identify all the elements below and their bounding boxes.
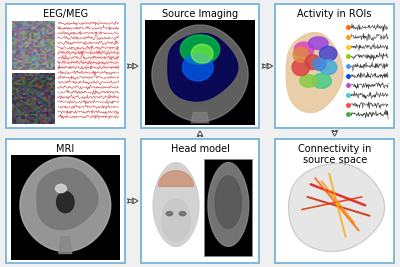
Polygon shape [294,42,314,57]
Polygon shape [152,25,248,121]
Polygon shape [57,192,74,213]
Polygon shape [305,55,320,69]
Polygon shape [313,58,326,70]
FancyBboxPatch shape [141,139,259,263]
Polygon shape [158,171,194,186]
Polygon shape [168,34,238,101]
Polygon shape [292,59,310,76]
Text: Head model: Head model [170,144,230,154]
FancyBboxPatch shape [275,139,394,263]
Polygon shape [300,75,317,87]
Bar [204,159,252,256]
Polygon shape [286,33,343,112]
Text: Source Imaging: Source Imaging [162,9,238,19]
Polygon shape [293,48,308,62]
Polygon shape [288,163,384,252]
Polygon shape [191,44,213,63]
Polygon shape [20,157,111,252]
FancyBboxPatch shape [6,139,125,263]
Text: Connectivity in
source space: Connectivity in source space [298,144,371,165]
Polygon shape [182,54,213,81]
Polygon shape [308,37,328,49]
Polygon shape [191,112,209,123]
Text: MRI: MRI [56,144,74,154]
FancyBboxPatch shape [275,4,394,128]
Polygon shape [208,163,249,246]
Polygon shape [59,237,72,253]
Polygon shape [312,74,331,88]
Polygon shape [215,176,242,228]
Polygon shape [166,211,173,216]
Polygon shape [37,168,98,230]
Polygon shape [319,60,337,75]
Polygon shape [180,35,220,64]
Polygon shape [319,46,337,61]
FancyBboxPatch shape [141,4,259,128]
Polygon shape [162,199,190,241]
Polygon shape [153,163,199,246]
FancyBboxPatch shape [6,4,125,128]
Text: EEG/MEG: EEG/MEG [43,9,88,19]
Text: Activity in ROIs: Activity in ROIs [298,9,372,19]
Polygon shape [56,184,66,193]
Polygon shape [179,211,186,216]
Bar [58,49,120,67]
